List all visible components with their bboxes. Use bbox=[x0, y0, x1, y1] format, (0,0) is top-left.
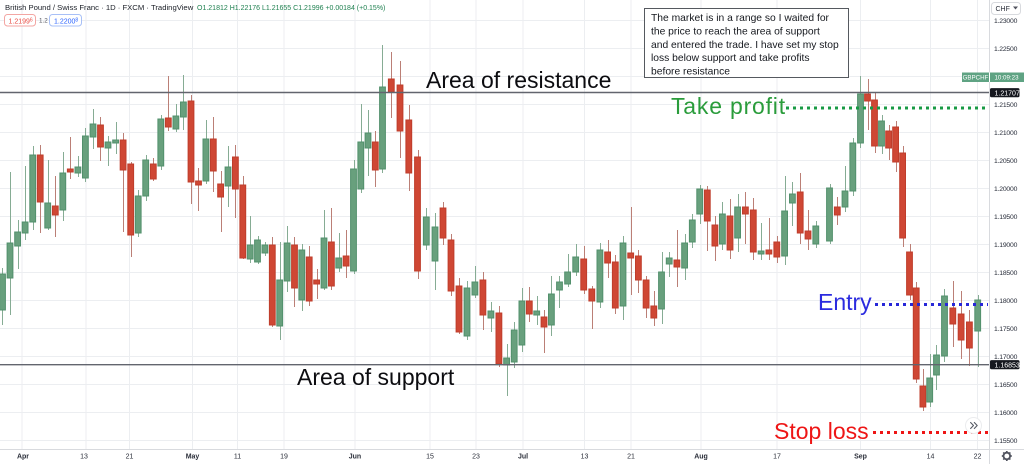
svg-text:1.2: 1.2 bbox=[39, 18, 48, 25]
svg-text:before resistance: before resistance bbox=[651, 67, 730, 78]
svg-text:1.16500: 1.16500 bbox=[994, 382, 1018, 389]
svg-text:Jun: Jun bbox=[349, 454, 361, 461]
svg-text:21: 21 bbox=[627, 454, 635, 461]
svg-text:22: 22 bbox=[974, 454, 982, 461]
svg-text:Apr: Apr bbox=[17, 454, 29, 461]
svg-text:Area of support: Area of support bbox=[297, 364, 455, 390]
svg-text:1.17500: 1.17500 bbox=[994, 326, 1018, 333]
svg-text:May: May bbox=[186, 454, 200, 461]
svg-text:1.16853: 1.16853 bbox=[995, 362, 1020, 369]
svg-text:1.18000: 1.18000 bbox=[994, 298, 1018, 305]
svg-text:17: 17 bbox=[773, 454, 781, 461]
svg-text:GBPCHF: GBPCHF bbox=[963, 74, 989, 81]
svg-text:21: 21 bbox=[126, 454, 134, 461]
svg-text:O1.21812 H1.22176 L1.21655 C1.: O1.21812 H1.22176 L1.21655 C1.21996 +0.0… bbox=[197, 5, 385, 12]
svg-text:Sep: Sep bbox=[854, 454, 867, 461]
svg-text:1.23000: 1.23000 bbox=[994, 18, 1018, 25]
svg-text:loss below support and take pr: loss below support and take profits bbox=[651, 53, 810, 64]
svg-text:Stop loss: Stop loss bbox=[774, 418, 869, 444]
svg-text:1.22008: 1.22008 bbox=[54, 18, 78, 26]
svg-text:1.17000: 1.17000 bbox=[994, 354, 1018, 361]
svg-text:the price to reach the area of: the price to reach the area of support bbox=[651, 26, 820, 37]
svg-text:1.19000: 1.19000 bbox=[994, 242, 1018, 249]
svg-text:Jul: Jul bbox=[518, 454, 528, 461]
svg-text:11: 11 bbox=[234, 454, 241, 461]
svg-text:14: 14 bbox=[927, 454, 935, 461]
svg-text:British Pound / Swiss Franc ·: British Pound / Swiss Franc · 1D · FXCM … bbox=[5, 3, 194, 12]
svg-text:CHF: CHF bbox=[996, 6, 1010, 13]
svg-text:15: 15 bbox=[426, 454, 434, 461]
svg-text:Entry: Entry bbox=[818, 289, 872, 315]
svg-text:1.19500: 1.19500 bbox=[994, 214, 1018, 221]
svg-text:1.20500: 1.20500 bbox=[994, 158, 1018, 165]
svg-text:1.16000: 1.16000 bbox=[994, 410, 1018, 417]
svg-text:1.18500: 1.18500 bbox=[994, 270, 1018, 277]
svg-text:1.15500: 1.15500 bbox=[994, 438, 1018, 445]
svg-text:Take profit: Take profit bbox=[671, 93, 786, 119]
svg-text:Aug: Aug bbox=[694, 454, 708, 461]
svg-text:10:09:23: 10:09:23 bbox=[994, 74, 1019, 81]
svg-text:23: 23 bbox=[472, 454, 480, 461]
svg-text:13: 13 bbox=[581, 454, 589, 461]
svg-text:1.21000: 1.21000 bbox=[994, 130, 1018, 137]
svg-text:1.21500: 1.21500 bbox=[994, 102, 1018, 109]
svg-text:1.20000: 1.20000 bbox=[994, 186, 1018, 193]
svg-text:1.21707: 1.21707 bbox=[995, 90, 1020, 97]
svg-text:The market is in a range so I: The market is in a range so I waited for bbox=[651, 13, 830, 24]
svg-text:1.21996: 1.21996 bbox=[9, 18, 33, 26]
svg-text:19: 19 bbox=[280, 454, 288, 461]
svg-text:and entered the trade. I have: and entered the trade. I have set my sto… bbox=[651, 40, 839, 51]
svg-text:Area of resistance: Area of resistance bbox=[426, 67, 611, 93]
svg-text:13: 13 bbox=[80, 454, 88, 461]
svg-text:1.22500: 1.22500 bbox=[994, 46, 1018, 53]
